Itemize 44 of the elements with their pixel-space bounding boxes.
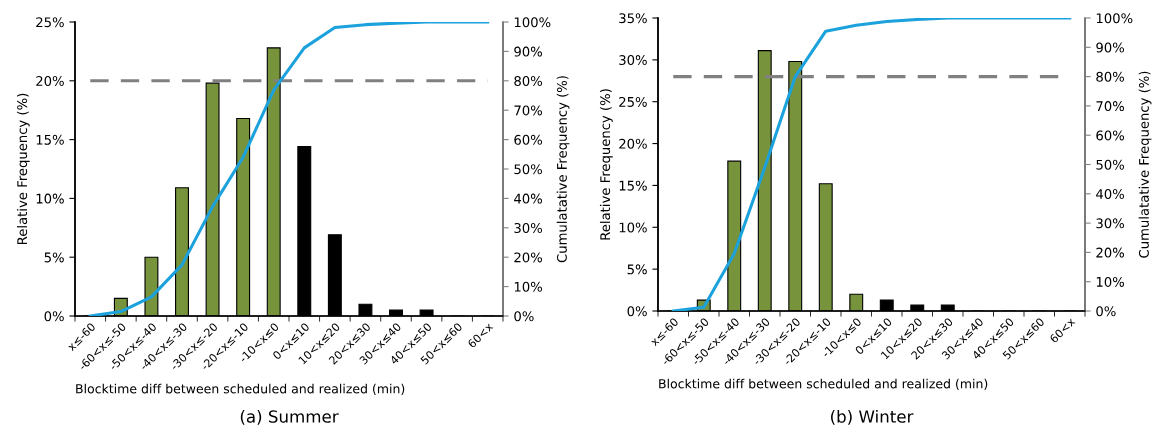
y2-tick-label: 10% (1096, 276, 1125, 287)
y-tick-label: 15% (36, 134, 64, 145)
y2-tick-label: 100% (514, 17, 551, 28)
text: (a) Summer (240, 409, 339, 425)
y2-tick-label: 80% (514, 76, 543, 86)
y2-tick-label: 0% (514, 311, 534, 322)
y-tick-label: 25% (36, 17, 64, 28)
y2-tick-label: 60% (1096, 130, 1125, 141)
y2-tick-label: 40% (514, 193, 543, 204)
y2-tick-label: 20% (1096, 247, 1125, 258)
y-tick-label: 20% (36, 76, 64, 86)
y2-tick-label: 60% (514, 134, 543, 145)
y2-tick-label: 100% (1096, 13, 1133, 24)
y2-tick-label: 30% (514, 223, 543, 233)
y-tick-label: 5% (627, 264, 647, 275)
y-tick-label: 10% (36, 193, 64, 204)
y2-tick-label: 30% (1096, 218, 1125, 229)
y2-tick-label: 90% (1096, 42, 1125, 53)
y-tick-label: 30% (619, 55, 647, 66)
x-axis-title: Blocktime diff between scheduled and realized (min) (76, 383, 405, 395)
y-tick-label: 0% (44, 311, 64, 322)
y2-tick-label: 20% (514, 252, 543, 263)
y2-axis-title: Cumulatative Frequency (%) (1138, 71, 1152, 258)
y-tick-label: 0% (627, 306, 647, 317)
y-tick-label: 10% (619, 222, 647, 233)
y2-tick-label: 0% (1096, 306, 1116, 317)
y2-tick-label: 70% (514, 105, 543, 116)
y-tick-label: 5% (44, 252, 64, 263)
y2-tick-label: 80% (1096, 71, 1125, 82)
y2-axis-title: Cumulatative Frequency (%) (556, 76, 570, 263)
y2-tick-label: 90% (514, 46, 543, 57)
y2-tick-label: 40% (1096, 189, 1125, 199)
y2-tick-label: 50% (514, 164, 543, 175)
y-tick-label: 35% (619, 13, 647, 24)
y2-tick-label: 50% (1096, 159, 1125, 170)
text: (b) Winter (831, 409, 914, 425)
x-axis-title: Blocktime diff between scheduled and realized (min) (659, 378, 988, 390)
y-tick-label: 15% (619, 180, 647, 191)
y-axis-title: Relative Frequency (%) (599, 89, 613, 240)
y-axis-title: Relative Frequency (%) (16, 93, 30, 244)
y2-tick-label: 70% (1096, 101, 1125, 112)
y2-tick-label: 10% (514, 281, 543, 292)
y-tick-label: 20% (619, 138, 647, 149)
y-tick-label: 25% (619, 96, 647, 107)
